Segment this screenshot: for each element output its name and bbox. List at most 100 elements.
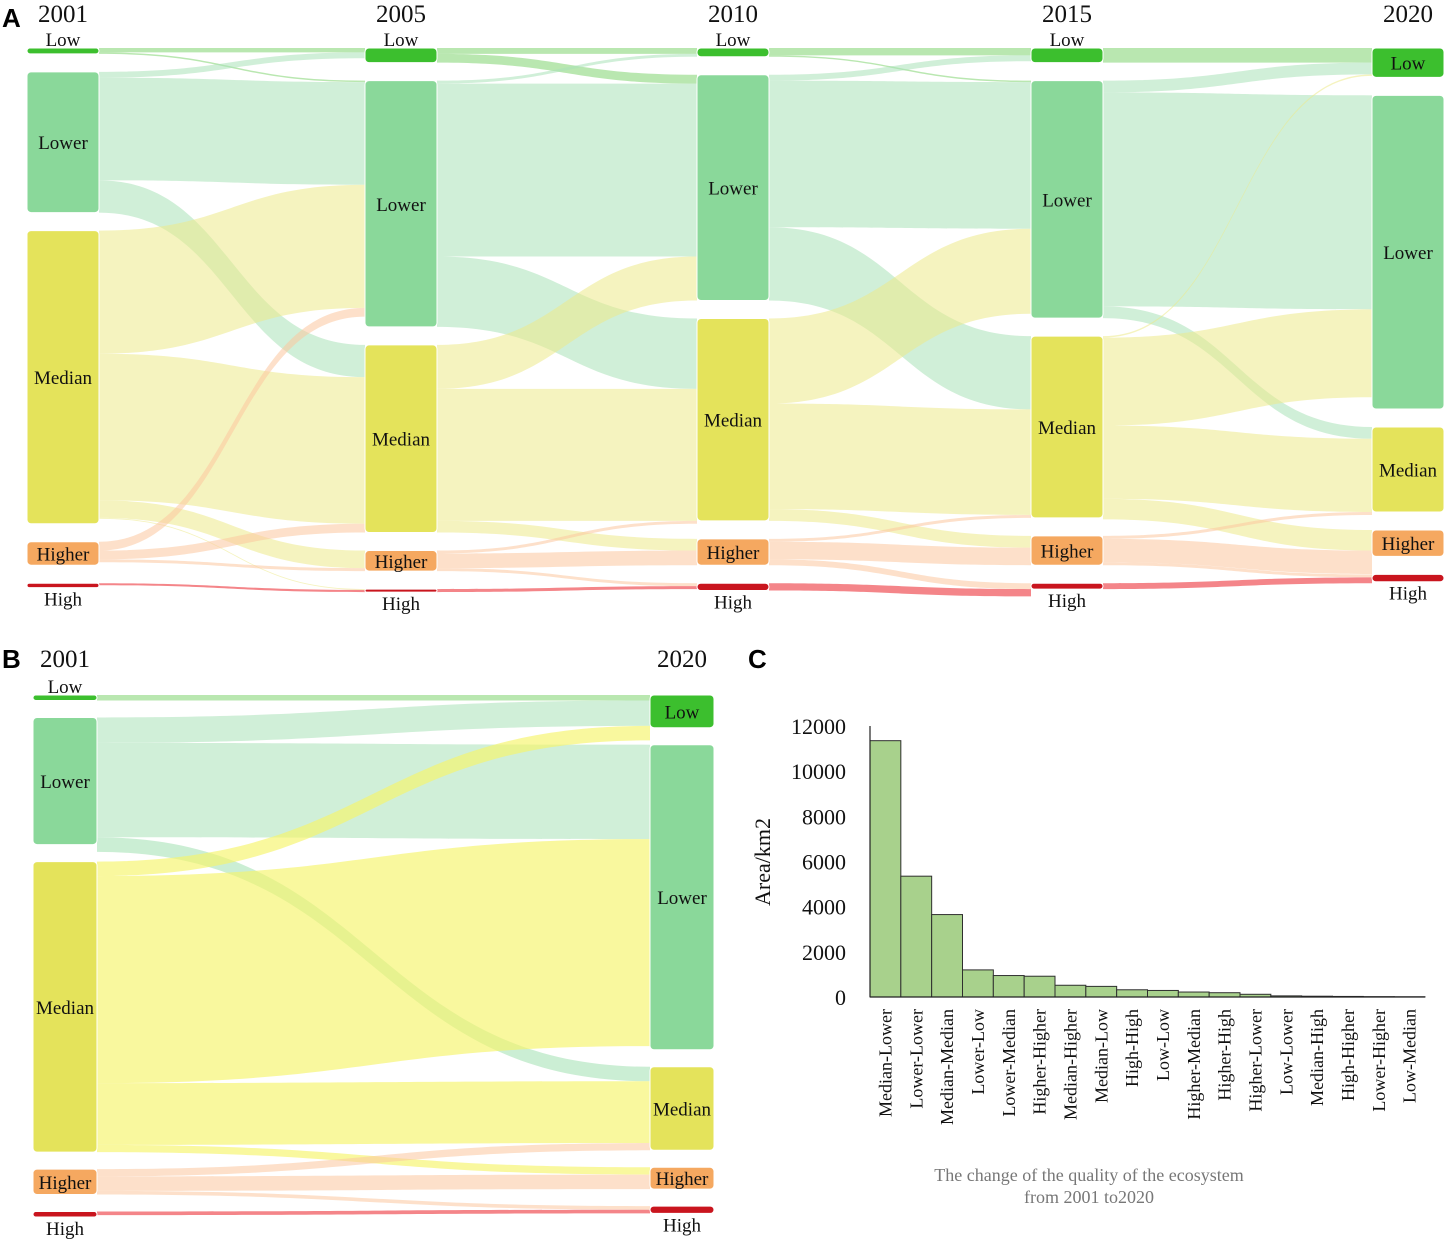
sankey-a-node-2001-low [26,47,100,55]
sankey-a-flow-2005-high-to-2010-high [437,586,697,593]
sankey-a-node-label-2015-lower: Lower [1042,190,1092,211]
category-label-median-higher: Median-Higher [1060,1009,1080,1120]
bar-lower-lower [900,875,933,998]
sankey-a-node-label-2010-higher: Higher [707,543,760,564]
sankey-a-node-2001-high [26,582,100,589]
sankey-a-flow-2015-higher-to-2020-median [1103,512,1372,539]
category-label-lower-median: Lower-Median [999,1009,1019,1117]
sankey-a-flow-2001-lower-to-2005-low [99,52,365,78]
category-label-higher-lower: Higher-Lower [1245,1009,1265,1112]
y-axis-label: Area/km2 [750,818,775,906]
sankey-b-node-2020-low [649,694,715,729]
category-label-low-lower: Low-Lower [1276,1009,1296,1095]
sankey-b-flow-2001-higher-to-2020-high [97,1190,650,1210]
sankey-a-node-2005-high [364,588,438,593]
sankey-a-node-2015-median [1030,335,1104,519]
sankey-a-node-2005-lower [364,80,438,328]
sankey-a-node-label-2020-high: High [1389,584,1428,605]
sankey-a-flow-2001-low-to-2005-low [99,48,365,53]
sankey-a-node-label-2015-higher: Higher [1041,542,1094,563]
sankey-a-flow-2015-median-to-2020-median [1103,425,1372,513]
bar-c-categories: Median-Lower Lower-Lower Median-Median Lowe… [875,1009,1419,1125]
bar-higher-median [1177,991,1210,998]
sankey-a-flow-2001-median-to-2005-lower [99,184,365,354]
y-tick-label-8000: 8000 [802,804,846,829]
sankey-a-flow-2015-lower-to-2020-low [1103,62,1372,93]
sankey-a-flow-2010-higher-to-2015-high [769,559,1031,590]
panel-a-letter: A [2,3,21,33]
category-label-lower-higher: Lower-Higher [1369,1009,1389,1112]
sankey-b-node-label-2001-higher: Higher [39,1173,92,1194]
sankey-a-node-2005-low [364,47,438,64]
sankey-a-flow-2015-lower-to-2020-lower [1103,92,1372,310]
sankey-a-flow-2005-median-to-2010-median [437,388,697,521]
sankey-b-nodes [32,694,715,1218]
bar-low-low [1147,989,1179,998]
sankey-a-flow-2001-higher-to-2005-lower [99,307,365,551]
sankey-b-node-label-2020-higher: Higher [656,1169,709,1190]
sankey-a-flow-2015-low-to-2020-low [1103,48,1372,63]
sankey-b-flow-2001-higher-to-2020-higher [97,1174,650,1191]
y-tick-label-0: 0 [835,985,846,1010]
sankey-a-nodes [26,47,1445,593]
sankey-a-node-2001-median [26,230,100,525]
sankey-a-flow-2010-median-to-2015-median [769,403,1031,515]
sankey-a-node-2015-lower [1030,80,1104,319]
sankey-a-node-label-2005-median: Median [372,430,431,451]
sankey-a-labels: LowLowerMedianHigherHigh2001LowLowerMedi… [34,1,1438,615]
sankey-b-node-2020-higher [649,1166,715,1190]
sankey-b-flow-2001-median-to-2020-lower [97,839,650,1084]
sankey-b-node-label-2001-lower: Lower [40,772,90,793]
sankey-a-node-label-2001-median: Median [34,368,93,389]
sankey-a-flow-2010-lower-to-2015-lower [769,80,1031,229]
sankey-a-year-2010: 2010 [708,1,758,28]
sankey-a-flow-2015-median-to-2020-low [1103,74,1372,338]
bar-median-lower [869,740,902,998]
category-label-median-high: Median-High [1307,1009,1327,1106]
sankey-a-flow-2015-high-to-2020-high [1103,577,1372,590]
sankey-a-flow-2010-median-to-2015-lower [769,228,1031,404]
sankey-a-node-label-2005-low: Low [384,30,419,51]
sankey-a-flow-2005-higher-to-2010-higher [437,550,697,569]
sankey-b-node-2001-high [32,1211,98,1218]
sankey-b-node-label-2020-lower: Lower [657,888,707,909]
category-label-median-low: Median-Low [1091,1009,1111,1103]
category-label-higher-high: Higher-High [1215,1009,1235,1101]
sankey-b-node-label-2001-low: Low [48,677,83,698]
sankey-a-node-label-2020-median: Median [1379,461,1438,482]
sankey-a-flow-2010-high-to-2015-high [769,583,1031,597]
bar-c-yticks: 0 2000 4000 6000 8000 10000 12000 [791,714,1425,1010]
x-axis-caption-line1: The change of the quality of the ecosyst… [934,1165,1243,1185]
category-label-low-low: Low-Low [1153,1009,1173,1081]
sankey-a-flow-2001-high-to-2005-high [99,583,365,593]
sankey-a-node-label-2015-low: Low [1050,30,1085,51]
category-label-higher-median: Higher-Median [1184,1009,1204,1120]
sankey-a-node-label-2015-high: High [1048,591,1087,612]
category-label-higher-higher: Higher-Higher [1030,1009,1050,1115]
sankey-a-node-label-2020-low: Low [1391,54,1426,75]
sankey-a-flow-2010-lower-to-2015-low [769,55,1031,81]
sankey-b-flow-2001-lower-to-2020-low [97,700,650,743]
sankey-b-node-label-2001-median: Median [36,998,95,1019]
sankey-a-node-2020-lower [1371,94,1445,410]
sankey-a-node-2010-lower [696,74,770,302]
category-label-high-higher: High-Higher [1338,1009,1358,1101]
y-tick-label-2000: 2000 [802,940,846,965]
category-label-low-median: Low-Median [1400,1009,1420,1103]
sankey-a-node-label-2001-higher: Higher [37,544,90,565]
sankey-a-node-2020-higher [1371,529,1445,557]
bar-median-higher [1054,984,1087,998]
sankey-a-flow-2001-higher-to-2005-median [99,523,365,560]
sankey-a-node-2001-higher [26,541,100,566]
sankey-a-flow-2005-higher-to-2010-median [437,520,697,554]
bar-higher-higher [1023,975,1056,998]
sankey-a-flow-2015-median-to-2020-lower [1103,309,1372,426]
sankey-a-node-2020-low [1371,47,1445,78]
sankey-b-node-label-2020-median: Median [653,1100,712,1121]
sankey-a: LowLowerMedianHigherHigh2001LowLowerMedi… [26,1,1445,615]
sankey-a-flow-2005-low-to-2010-low [437,48,697,54]
sankey-a-node-label-2005-higher: Higher [375,552,428,573]
sankey-a-year-2020: 2020 [1383,1,1433,28]
bar-median-low [1085,985,1118,998]
